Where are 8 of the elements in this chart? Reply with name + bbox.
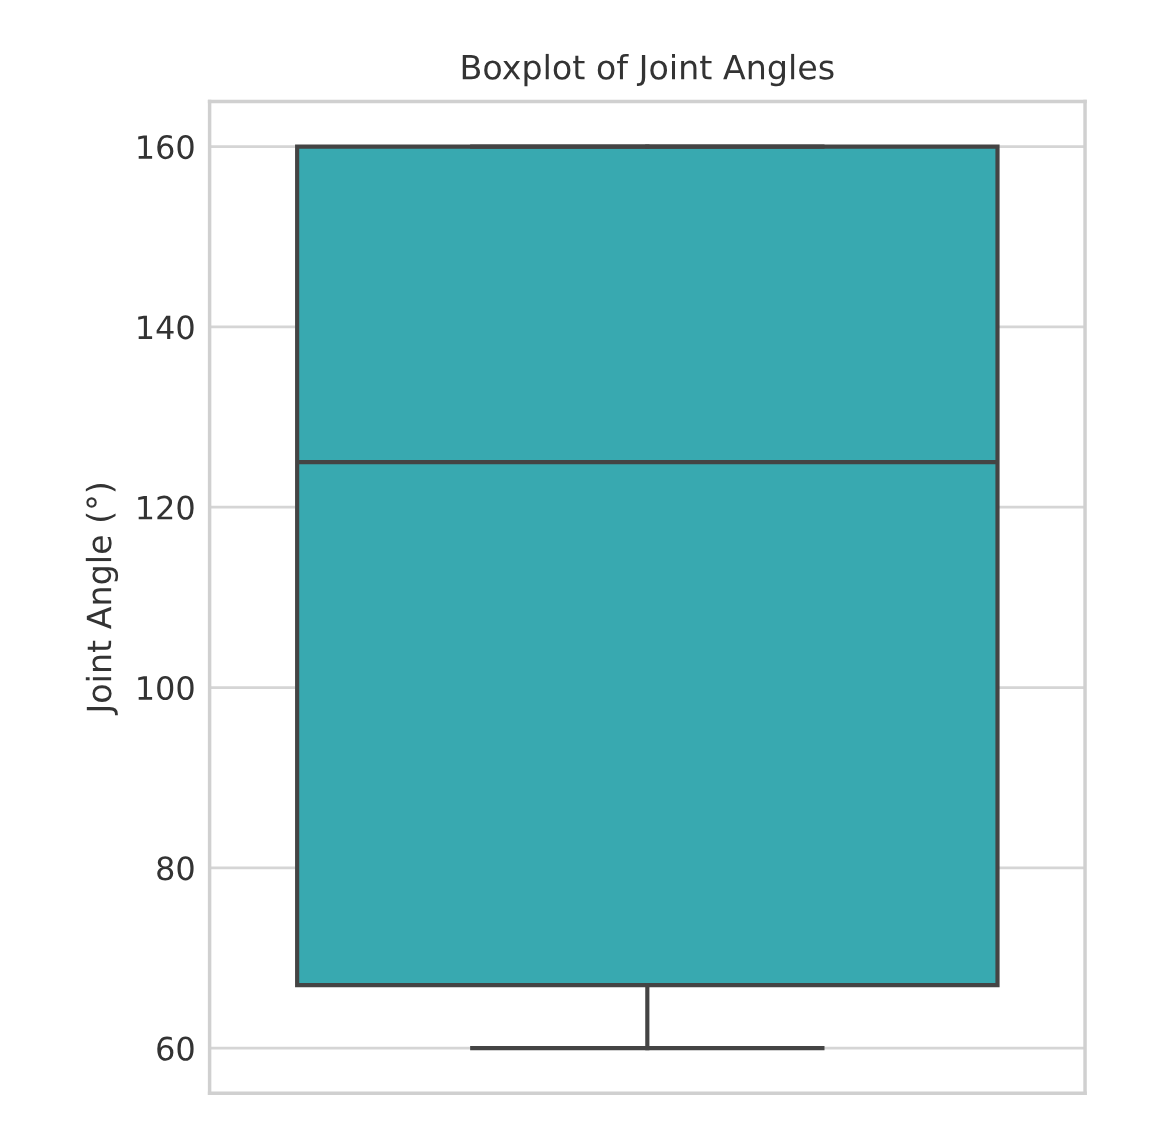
- y-axis-title: Joint Angle (°): [85, 484, 119, 716]
- y-tick-label: 60: [157, 1036, 194, 1061]
- chart-title: Boxplot of Joint Angles: [462, 53, 834, 87]
- y-tick-label: 140: [138, 315, 194, 340]
- y-tick-label: 80: [157, 856, 194, 881]
- y-tick-label: 100: [138, 675, 194, 701]
- y-tick-label: 160: [138, 134, 194, 160]
- y-tick-label: 120: [138, 495, 194, 520]
